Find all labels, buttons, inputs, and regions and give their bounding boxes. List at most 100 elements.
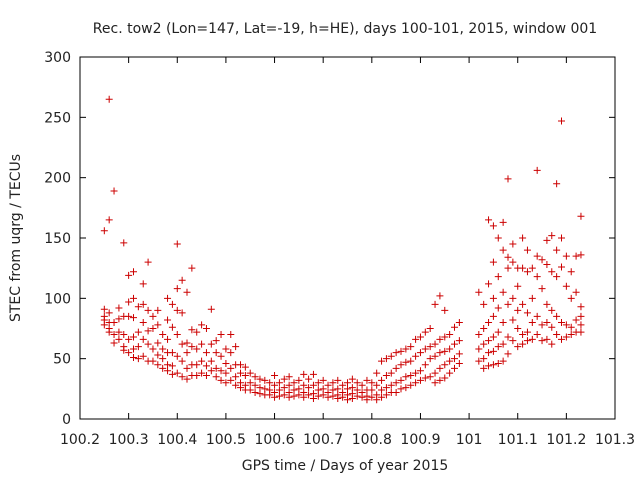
data-point xyxy=(237,369,244,377)
data-point xyxy=(139,352,147,360)
data-point xyxy=(110,339,118,347)
data-point xyxy=(115,304,123,312)
data-point xyxy=(567,323,575,331)
data-point xyxy=(407,381,415,389)
data-point xyxy=(178,309,186,317)
data-point xyxy=(548,323,556,331)
data-point xyxy=(344,379,351,387)
x-tick-label: 100.3 xyxy=(109,432,149,448)
data-point xyxy=(523,268,531,276)
data-point xyxy=(558,318,565,326)
data-point xyxy=(392,349,400,357)
data-point xyxy=(421,345,429,353)
data-point xyxy=(207,340,215,348)
data-point xyxy=(562,333,570,341)
data-point xyxy=(499,246,507,254)
data-point xyxy=(217,331,225,339)
data-point xyxy=(261,385,269,393)
x-tick-label: 101.2 xyxy=(546,432,586,448)
data-point xyxy=(193,345,201,353)
data-point xyxy=(538,256,546,264)
data-point xyxy=(154,351,162,359)
data-point xyxy=(198,369,206,377)
data-point xyxy=(421,374,429,382)
data-point xyxy=(533,252,541,260)
data-point xyxy=(499,318,507,326)
data-point xyxy=(368,386,376,394)
data-point xyxy=(125,298,133,306)
data-point xyxy=(504,175,512,183)
data-point xyxy=(246,369,254,377)
data-point xyxy=(538,321,546,329)
data-point xyxy=(202,362,210,370)
data-point xyxy=(144,306,152,314)
data-point xyxy=(130,333,137,341)
data-point xyxy=(509,258,517,266)
data-point xyxy=(164,335,172,343)
data-point xyxy=(494,273,502,281)
data-point xyxy=(295,376,303,384)
data-point xyxy=(139,335,147,343)
data-point xyxy=(436,349,444,357)
data-point xyxy=(426,343,434,351)
data-point xyxy=(232,381,240,389)
data-point xyxy=(441,333,449,341)
data-point xyxy=(480,355,488,363)
data-point xyxy=(110,318,118,326)
data-point xyxy=(489,347,497,355)
data-point xyxy=(275,392,283,400)
x-tick-label: 100.2 xyxy=(60,432,100,448)
data-point xyxy=(241,372,249,380)
data-point xyxy=(378,386,386,394)
data-point xyxy=(280,375,288,383)
data-point xyxy=(387,352,395,360)
data-point xyxy=(246,379,254,387)
x-axis-label: GPS time / Days of year 2015 xyxy=(242,458,449,474)
data-point xyxy=(382,355,390,363)
data-point xyxy=(217,376,225,384)
data-point xyxy=(436,335,444,343)
data-point xyxy=(480,325,488,332)
data-point xyxy=(334,376,342,384)
data-point xyxy=(183,349,191,357)
data-point xyxy=(558,117,565,125)
y-tick-label: 300 xyxy=(44,50,71,66)
data-point xyxy=(485,337,493,345)
data-point xyxy=(489,312,497,320)
data-point xyxy=(154,321,162,329)
data-point xyxy=(572,252,580,260)
data-point xyxy=(523,328,531,336)
data-point xyxy=(164,294,172,302)
data-point xyxy=(110,187,118,195)
data-point xyxy=(246,386,254,394)
data-point xyxy=(509,294,517,302)
data-point xyxy=(489,333,497,341)
x-tick-label: 100.4 xyxy=(157,432,197,448)
data-point xyxy=(519,234,527,242)
y-tick-label: 50 xyxy=(53,352,71,368)
data-point xyxy=(168,349,176,357)
data-point xyxy=(237,384,244,392)
data-point xyxy=(188,264,196,272)
data-point xyxy=(514,325,522,332)
data-point xyxy=(480,340,488,348)
data-point xyxy=(480,364,488,372)
data-point xyxy=(314,379,322,387)
data-point xyxy=(548,232,556,240)
data-point xyxy=(378,357,386,365)
data-point xyxy=(446,345,454,353)
data-point xyxy=(173,240,181,248)
data-point xyxy=(402,373,410,381)
data-point xyxy=(397,376,405,384)
data-point xyxy=(120,346,128,354)
data-point xyxy=(139,300,147,308)
data-point xyxy=(271,372,279,380)
data-point xyxy=(290,386,298,394)
data-point xyxy=(134,303,142,311)
data-point xyxy=(402,358,410,366)
data-point xyxy=(378,393,386,401)
data-point xyxy=(514,282,522,290)
data-point xyxy=(426,325,434,332)
data-point xyxy=(168,370,176,378)
data-point xyxy=(436,292,444,300)
